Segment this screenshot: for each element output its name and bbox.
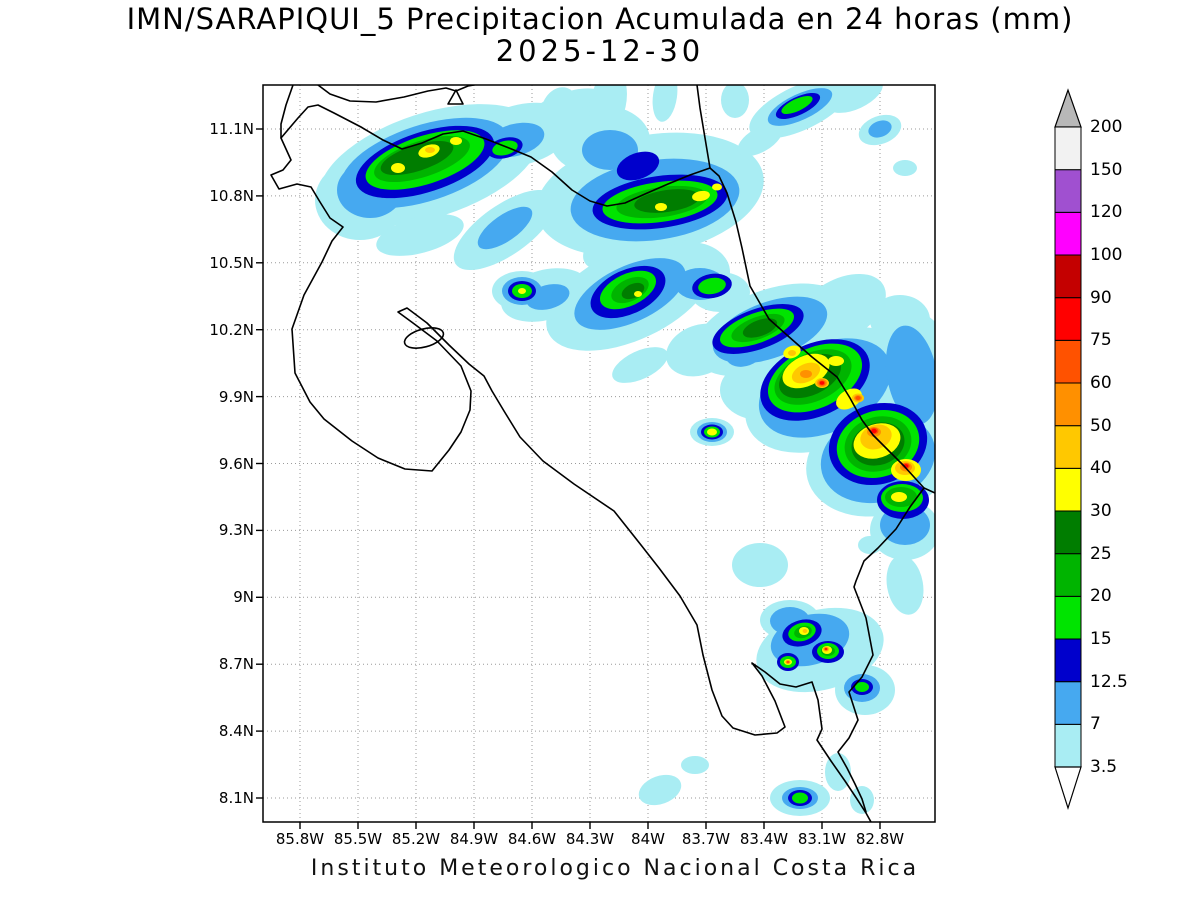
caribbean-coastline bbox=[709, 167, 935, 494]
lake-island-marker bbox=[447, 89, 464, 105]
colorbar-segment bbox=[1054, 297, 1082, 341]
colorbar bbox=[1054, 88, 1082, 810]
colorbar-segment bbox=[1054, 339, 1082, 384]
coastlines-and-borders bbox=[270, 85, 935, 822]
colorbar-segment bbox=[1054, 169, 1082, 213]
colorbar-segment bbox=[1054, 254, 1082, 299]
footer-credit: Instituto Meteorologico Nacional Costa R… bbox=[310, 856, 920, 881]
colorbar-segment bbox=[1054, 638, 1082, 683]
map-frame bbox=[262, 84, 936, 823]
colorbar-segment bbox=[1054, 510, 1082, 555]
colorbar-segment bbox=[1054, 723, 1082, 768]
colorbar-segment bbox=[1054, 467, 1082, 512]
colorbar-segment bbox=[1054, 595, 1082, 640]
chart-title: IMN/SARAPIQUI_5 Precipitacion Acumulada … bbox=[126, 2, 1074, 36]
colorbar-segment bbox=[1054, 211, 1082, 256]
chira-island bbox=[403, 327, 445, 349]
axis-tick-marks bbox=[256, 128, 881, 829]
colorbar-under-arrow bbox=[1054, 766, 1082, 810]
panama-border bbox=[837, 487, 925, 813]
colorbar-segment bbox=[1054, 553, 1082, 597]
nicaragua-caribbean-coast bbox=[696, 85, 711, 169]
precipitation-field bbox=[315, 85, 935, 816]
nicaragua-border bbox=[280, 104, 711, 207]
colorbar-segment bbox=[1054, 425, 1082, 469]
colorbar-over-arrow bbox=[1054, 88, 1082, 128]
pacific-coastline bbox=[270, 85, 872, 822]
colorbar-segment bbox=[1054, 126, 1082, 171]
colorbar-segment bbox=[1054, 382, 1082, 427]
chart-date: 2025-12-30 bbox=[495, 34, 705, 68]
lake-nicaragua-shore bbox=[317, 85, 475, 103]
colorbar-segment bbox=[1054, 681, 1082, 725]
